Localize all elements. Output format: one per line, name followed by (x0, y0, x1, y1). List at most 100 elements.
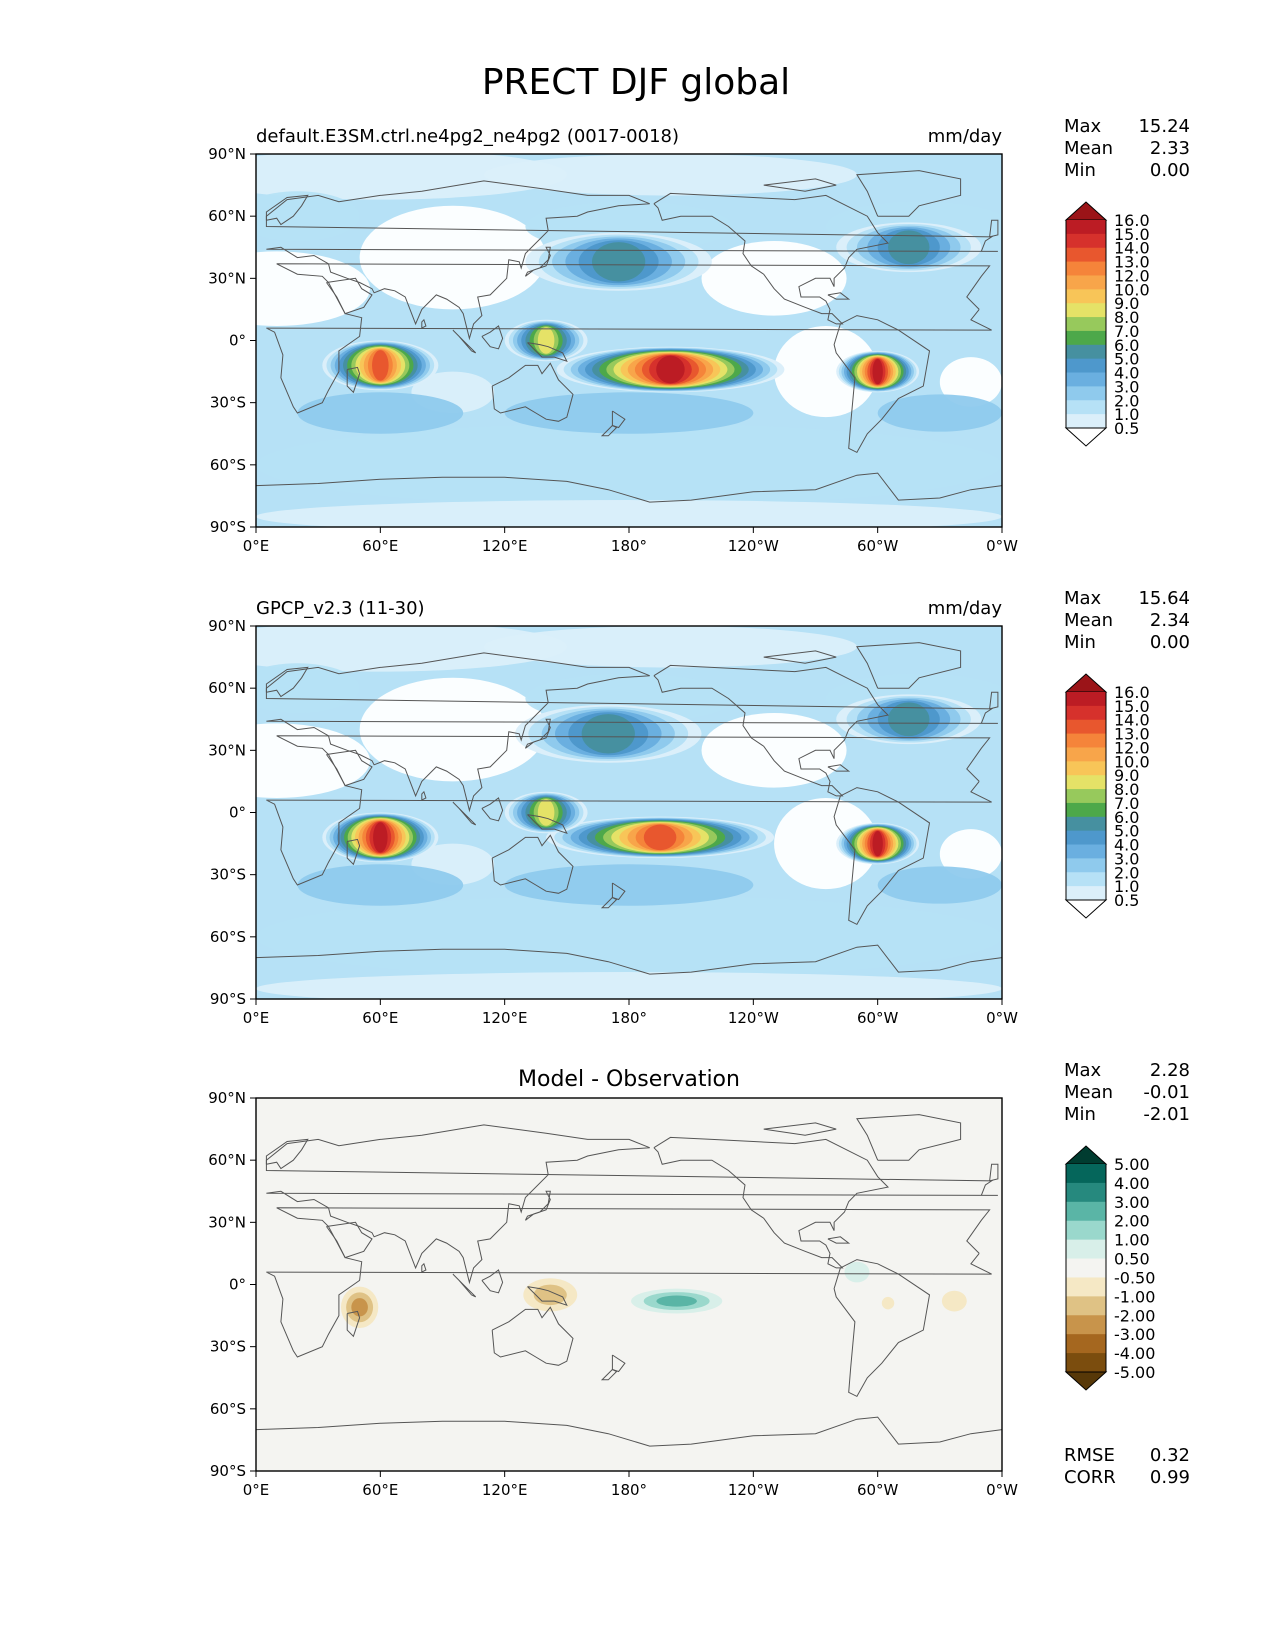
lat-tick-label: 0° (229, 804, 246, 822)
coastline (827, 764, 851, 772)
contour-fill (581, 714, 635, 754)
lat-tick-label: 30°N (208, 269, 246, 287)
colorbar-label: 3.00 (1114, 1193, 1150, 1212)
colorbar-label: 3.0 (1114, 849, 1139, 868)
lat-tick-label: 0° (229, 332, 246, 350)
colorbar-segment (1066, 386, 1106, 401)
lat-tick-label: 30°S (210, 394, 246, 412)
lon-tick-label: 180° (611, 1481, 647, 1499)
colorbar-label: 16.0 (1114, 211, 1150, 230)
coastline (827, 292, 851, 300)
field-region (359, 205, 547, 310)
colorbar-segment (1066, 844, 1106, 859)
coastline (600, 1369, 618, 1381)
colorbar-label: -2.00 (1114, 1306, 1155, 1325)
coastline (452, 801, 477, 826)
colorbar-segment (1066, 1201, 1106, 1222)
panel-test: 90°N 60°N 30°N 0° 30°S 60°S 90°S0°E 60°E 120°E 18… (208, 116, 1190, 555)
colorbar-segment (1066, 303, 1106, 318)
contour-fill (881, 1296, 895, 1310)
field-region (359, 677, 547, 782)
coastline (653, 192, 890, 325)
colorbar-label: -3.00 (1114, 1325, 1155, 1344)
coastline (527, 814, 568, 835)
panel-units: mm/day (928, 598, 1003, 619)
colorbar-label: 9.0 (1114, 766, 1139, 785)
field-region (297, 864, 464, 906)
colorbar-label: 12.0 (1114, 266, 1150, 285)
lat-tick-label: 90°N (208, 617, 246, 635)
stat-value: 0.00 (1150, 632, 1190, 653)
lon-tick-label: 60°E (362, 537, 398, 555)
colorbar-label: -4.00 (1114, 1344, 1155, 1363)
contour-fill (888, 702, 930, 737)
contour-fill (591, 242, 646, 282)
field-region (256, 895, 1002, 979)
lat-tick-label: 30°S (210, 1338, 246, 1356)
colorbar-label: 12.0 (1114, 738, 1150, 757)
colorbar-label: 4.0 (1114, 364, 1139, 383)
colorbar-label: 15.0 (1114, 225, 1150, 244)
stat-value: 2.28 (1150, 1060, 1190, 1081)
lat-tick-label: 90°N (208, 145, 246, 163)
metric-name: CORR (1064, 1467, 1116, 1488)
contour-fill (872, 831, 883, 857)
colorbar-label: 3.0 (1114, 377, 1139, 396)
field-region (504, 392, 754, 434)
field-background (256, 1098, 1002, 1471)
lon-tick-label: 180° (611, 537, 647, 555)
coastline (491, 834, 574, 894)
colorbar-segment (1066, 719, 1106, 735)
colorbar-segment (1066, 247, 1106, 263)
coastline (265, 194, 309, 226)
lon-tick-label: 0°E (243, 537, 270, 555)
coastline (653, 1136, 890, 1269)
colorbar-label: 5.00 (1114, 1155, 1150, 1174)
colorbar-segment (1066, 802, 1106, 818)
lat-tick-label: 60°S (210, 928, 246, 946)
lon-tick-label: 60°E (362, 1009, 398, 1027)
colorbar-segment (1066, 372, 1106, 387)
lat-tick-label: 90°S (210, 1462, 246, 1480)
coastline (527, 1286, 568, 1307)
stat-name: Mean (1064, 1082, 1113, 1103)
colorbar-segment (1066, 344, 1106, 360)
panel-units: mm/day (928, 126, 1003, 147)
coastline (856, 170, 962, 217)
coastline (653, 664, 890, 797)
coastline (763, 650, 837, 664)
colorbar-segment (1066, 692, 1106, 707)
panel-diff: 90°N 60°N 30°N 0° 30°S 60°S 90°S0°E 60°E 120°E 18… (208, 1060, 1190, 1499)
stat-name: Min (1064, 1104, 1096, 1125)
coastline (491, 362, 574, 422)
coastline (611, 1354, 626, 1373)
contour-fill (656, 1295, 697, 1307)
field-region (256, 972, 1002, 999)
coastline (346, 838, 361, 866)
coastline (827, 1236, 851, 1244)
field-region (504, 864, 754, 906)
lat-tick-label: 30°N (208, 1213, 246, 1231)
coastline (600, 897, 618, 909)
coastline (491, 1306, 574, 1366)
lat-tick-label: 60°N (208, 1151, 246, 1169)
coastline (481, 325, 504, 350)
colorbar-label: 6.0 (1114, 336, 1139, 355)
metric-value: 0.99 (1150, 1467, 1190, 1488)
colorbar-segment (1066, 400, 1106, 415)
coastline (989, 691, 999, 710)
colorbar-label: 4.0 (1114, 836, 1139, 855)
lat-tick-label: 60°S (210, 456, 246, 474)
colorbar-segment (1066, 1296, 1106, 1316)
colorbar-segment (1066, 289, 1106, 304)
lon-tick-label: 0°E (243, 1009, 270, 1027)
colorbar-segment (1066, 358, 1106, 374)
stat-name: Max (1064, 1060, 1102, 1081)
colorbar-label: 2.00 (1114, 1212, 1150, 1231)
coastline (326, 1221, 373, 1259)
colorbar-label: 0.5 (1114, 419, 1139, 438)
coastline (524, 246, 551, 277)
colorbar-label: 10.0 (1114, 752, 1150, 771)
colorbar-segment (1066, 1277, 1106, 1297)
lon-tick-label: 120°E (482, 1009, 528, 1027)
